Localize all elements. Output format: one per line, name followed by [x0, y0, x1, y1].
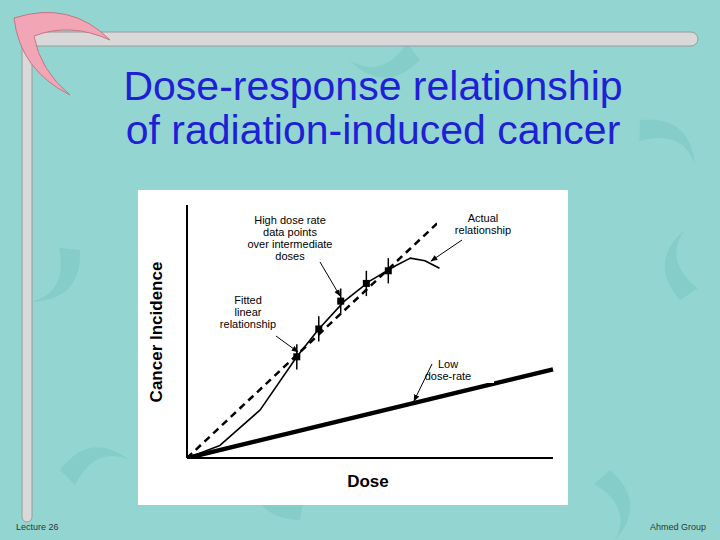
- label-backdrop: [402, 357, 494, 383]
- footer-right: Ahmed Group: [650, 522, 706, 532]
- annotation-line: Actual: [468, 212, 499, 224]
- plot-marks: [187, 218, 553, 458]
- decor: [629, 104, 704, 181]
- decor: [60, 447, 130, 485]
- label-backdrop: [202, 293, 294, 331]
- annotation-line: dose-rate: [425, 370, 471, 382]
- chart-background: [138, 190, 568, 505]
- annotation: High dose ratedata pointsover intermedia…: [248, 214, 333, 262]
- annotation-line: doses: [275, 250, 305, 262]
- y-axis-label: Cancer Incidence: [147, 262, 166, 403]
- annotation-line: data points: [263, 226, 317, 238]
- annotation-line: Low: [438, 358, 458, 370]
- leader-arrow: [320, 262, 340, 296]
- annotation-line: relationship: [220, 318, 276, 330]
- frame-top: [22, 32, 698, 46]
- annotation-line: High dose rate: [254, 214, 326, 226]
- slide-title: Dose-response relationship: [123, 63, 622, 109]
- annotation: Actualrelationship: [455, 212, 511, 236]
- series-line: [187, 369, 553, 458]
- label-backdrop: [244, 213, 336, 263]
- annotation: Lowdose-rate: [425, 358, 471, 382]
- y-axis: [186, 205, 188, 458]
- background: [0, 0, 720, 540]
- footer-left: Lecture 26: [16, 522, 59, 532]
- frame-left: [22, 32, 32, 522]
- annotation-line: linear: [235, 306, 262, 318]
- slide: Dose-response relationshipof radiation-i…: [0, 0, 720, 540]
- leader-arrow: [414, 364, 432, 401]
- slide-title: of radiation-induced cancer: [126, 107, 621, 153]
- label-backdrop: [437, 211, 529, 237]
- boomerang-logo: [14, 12, 110, 95]
- decor: [590, 469, 633, 540]
- decor: [658, 227, 710, 303]
- annotation-line: Fitted: [234, 294, 262, 306]
- x-axis: [187, 457, 553, 459]
- leader-arrow: [431, 240, 462, 261]
- leader-arrow: [276, 336, 298, 352]
- annotation: Fittedlinearrelationship: [220, 294, 276, 330]
- annotation-line: over intermediate: [248, 238, 333, 250]
- x-axis-label: Dose: [347, 472, 389, 491]
- annotation-line: relationship: [455, 224, 511, 236]
